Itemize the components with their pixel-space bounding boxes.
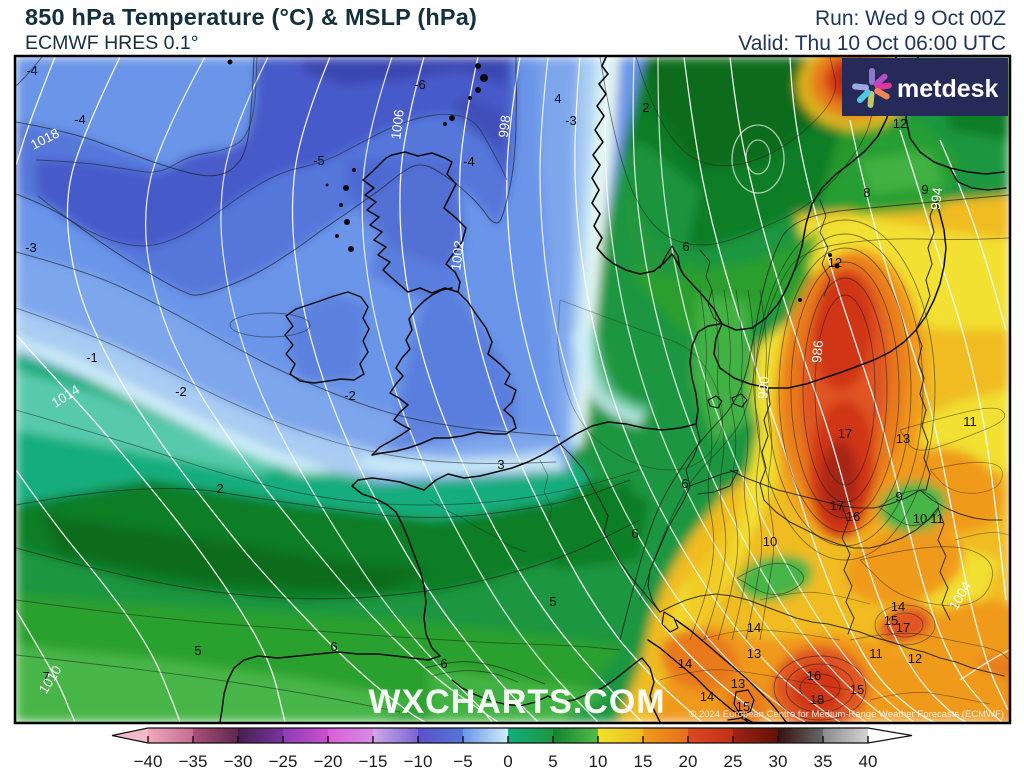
svg-text:12: 12 [828,255,842,270]
svg-text:13: 13 [896,431,910,446]
svg-text:17: 17 [830,498,844,513]
svg-text:998: 998 [496,114,514,138]
svg-text:20: 20 [679,752,698,771]
svg-text:14: 14 [891,599,905,614]
svg-text:-2: -2 [175,384,187,399]
svg-text:18: 18 [810,692,824,707]
svg-text:0: 0 [503,752,512,771]
svg-text:2: 2 [216,481,223,496]
svg-text:−10: −10 [404,752,433,771]
svg-text:−25: −25 [269,752,298,771]
svg-text:6: 6 [681,476,688,491]
svg-text:6: 6 [440,656,447,671]
svg-text:-4: -4 [26,63,38,78]
svg-text:1006: 1006 [388,109,407,141]
svg-text:13: 13 [747,646,761,661]
svg-text:-2: -2 [344,388,356,403]
svg-text:8: 8 [863,185,870,200]
svg-text:5: 5 [548,752,557,771]
svg-text:30: 30 [769,752,788,771]
svg-text:5: 5 [194,643,201,658]
svg-text:6: 6 [631,526,638,541]
svg-text:16: 16 [807,668,821,683]
svg-text:16: 16 [846,509,860,524]
svg-text:-1: -1 [86,350,98,365]
svg-text:2: 2 [642,100,649,115]
svg-text:7: 7 [42,669,49,684]
svg-text:14: 14 [678,656,692,671]
svg-text:-5: -5 [313,153,325,168]
svg-text:40: 40 [859,752,878,771]
svg-text:17: 17 [896,620,910,635]
svg-text:10: 10 [589,752,608,771]
svg-text:14: 14 [700,689,714,704]
svg-text:25: 25 [724,752,743,771]
svg-text:-4: -4 [463,154,475,169]
svg-text:15: 15 [884,613,898,628]
svg-text:10: 10 [913,511,927,526]
svg-text:WXCHARTS.COM: WXCHARTS.COM [368,683,665,721]
svg-text:14: 14 [747,620,761,635]
svg-text:990: 990 [755,376,772,400]
svg-text:1002: 1002 [448,240,467,272]
svg-text:-6: -6 [414,77,426,92]
svg-text:−5: −5 [453,752,472,771]
svg-text:11: 11 [869,646,883,661]
svg-text:−20: −20 [314,752,343,771]
svg-text:35: 35 [814,752,833,771]
svg-text:12: 12 [908,651,922,666]
svg-text:9: 9 [921,182,928,197]
svg-text:−30: −30 [224,752,253,771]
svg-text:metdesk: metdesk [897,75,999,103]
svg-text:994: 994 [928,186,945,210]
svg-text:−40: −40 [134,752,163,771]
svg-text:-4: -4 [74,112,86,127]
svg-text:15: 15 [850,682,864,697]
svg-text:12: 12 [893,116,907,131]
svg-text:17: 17 [838,426,852,441]
svg-text:11: 11 [963,414,977,429]
svg-text:6: 6 [682,239,689,254]
svg-text:−15: −15 [359,752,388,771]
svg-text:© 2024 European Centre for Med: © 2024 European Centre for Medium-Range … [689,709,1004,720]
svg-text:15: 15 [634,752,653,771]
svg-text:9: 9 [895,489,902,504]
svg-text:15: 15 [736,699,750,714]
svg-text:4: 4 [554,91,561,106]
svg-text:6: 6 [330,639,337,654]
svg-text:3: 3 [497,457,504,472]
svg-text:-3: -3 [565,113,577,128]
svg-text:13: 13 [731,676,745,691]
svg-text:11: 11 [930,511,944,526]
svg-text:5: 5 [549,594,556,609]
svg-text:-3: -3 [25,240,37,255]
svg-text:10: 10 [763,534,777,549]
svg-text:−35: −35 [179,752,208,771]
svg-text:986: 986 [809,340,826,364]
